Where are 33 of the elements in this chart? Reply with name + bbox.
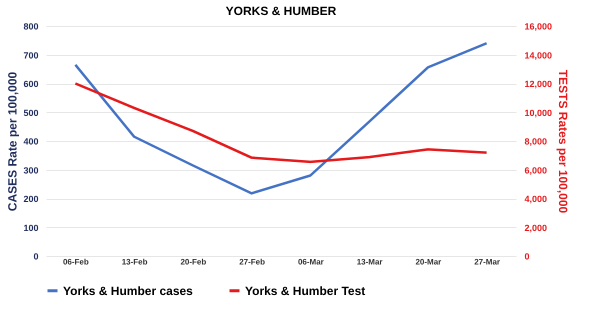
y2-tick-label: 6,000 <box>524 165 548 176</box>
y-tick-label: 600 <box>23 79 38 89</box>
y-axis-title: CASES Rate per 100,000 <box>5 71 20 212</box>
x-tick-label: 20-Mar <box>415 258 442 266</box>
y2-tick-label: 12,000 <box>524 79 552 89</box>
x-tick-label: 06-Mar <box>298 258 324 266</box>
y2-tick-label: 16,000 <box>524 22 552 32</box>
y2-tick-label: 10,000 <box>524 108 552 118</box>
chart-title: YORKS & HUMBER <box>226 4 337 18</box>
line-series <box>74 82 488 164</box>
y2-tick-label: 2,000 <box>524 222 548 233</box>
x-tick-label: 13-Mar <box>356 258 383 266</box>
y-tick-label: 0 <box>33 252 38 262</box>
y-tick-label: 100 <box>23 222 38 233</box>
y-tick-label: 200 <box>23 194 38 204</box>
legend-label: Yorks & Humber cases <box>63 284 194 298</box>
y2-tick-label: 14,000 <box>524 50 552 60</box>
y-tick-label: 400 <box>23 136 38 146</box>
y2-tick-label: 8,000 <box>524 136 548 146</box>
y2-axis-title: TESTS Rates per 100,000 <box>556 70 570 214</box>
legend-label: Yorks & Humber Test <box>245 284 366 298</box>
y-tick-label: 500 <box>23 108 38 118</box>
y2-tick-label: 4,000 <box>524 194 548 204</box>
x-tick-label: 20-Feb <box>180 258 206 266</box>
x-tick-label: 27-Feb <box>239 258 266 266</box>
y-tick-label: 700 <box>23 50 38 60</box>
x-tick-label: 13-Feb <box>122 258 148 266</box>
x-tick-label: 06-Feb <box>62 258 89 266</box>
y-tick-label: 800 <box>23 22 38 32</box>
x-tick-label: 27-Mar <box>474 258 500 266</box>
y-tick-label: 300 <box>23 165 38 176</box>
line-series <box>74 42 488 195</box>
y2-tick-label: 0 <box>524 252 530 262</box>
